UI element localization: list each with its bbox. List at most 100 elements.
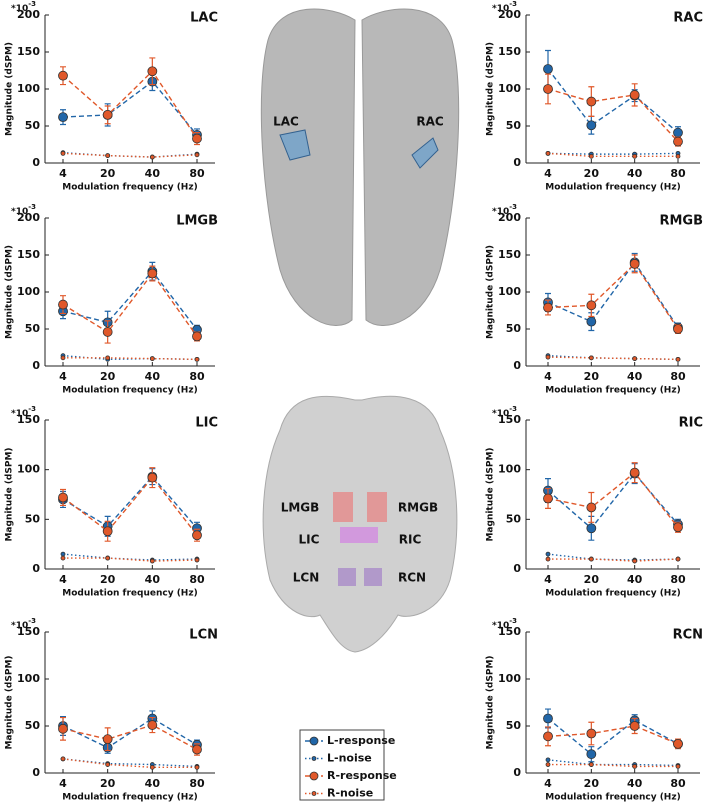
data-point	[586, 300, 597, 311]
data-point	[629, 467, 640, 478]
ic-region	[340, 527, 378, 543]
x-tick-label: 4	[59, 370, 67, 383]
brain-label: LAC	[273, 115, 299, 129]
data-point	[588, 355, 594, 361]
series-line	[62, 758, 198, 768]
series-line	[547, 759, 679, 767]
y-scale-exponent: -3	[509, 617, 517, 625]
x-tick-label: 40	[145, 573, 161, 586]
series-line	[547, 725, 679, 745]
x-axis-label: Modulation frequency (Hz)	[545, 793, 680, 803]
y-tick-label: 50	[25, 512, 41, 525]
x-tick-label: 80	[189, 167, 205, 180]
chart-title: RAC	[673, 11, 703, 26]
y-tick-label: 50	[25, 719, 41, 732]
x-tick-label: 20	[584, 167, 600, 180]
lac-region	[279, 129, 311, 161]
y-axis-label: Magnitude (dSPM)	[486, 245, 496, 339]
series-line	[62, 553, 198, 561]
x-axis-label: Modulation frequency (Hz)	[545, 589, 680, 599]
data-point	[105, 153, 111, 159]
x-tick-label: 4	[544, 167, 552, 180]
data-point	[147, 268, 158, 279]
y-tick-label: 150	[17, 248, 40, 261]
data-point	[58, 112, 68, 123]
data-point	[147, 472, 158, 483]
y-tick-label: 150	[17, 45, 40, 58]
chart-panel: 0 50 100 150 4 20 40 80 Modulation frequency (Hz…	[5, 405, 219, 599]
series-line	[62, 80, 198, 136]
y-scale-exponent: -3	[509, 405, 517, 413]
x-tick-label: 40	[627, 370, 643, 383]
y-scale: *10-3	[492, 405, 517, 419]
data-point	[545, 354, 551, 360]
data-point	[632, 764, 638, 769]
y-scale: *10-3	[492, 617, 517, 631]
y-axis-label: Magnitude (dSPM)	[486, 655, 496, 749]
y-axis-label: Magnitude (dSPM)	[5, 447, 15, 541]
data-point	[543, 302, 553, 313]
data-point	[147, 720, 158, 730]
y-scale: *10-3	[11, 405, 36, 419]
data-point	[105, 355, 111, 361]
data-point	[194, 764, 200, 770]
y-tick-label: 0	[513, 766, 521, 779]
data-point	[102, 110, 113, 120]
y-tick-label: 0	[32, 359, 40, 372]
data-point	[58, 723, 68, 734]
data-point	[588, 762, 594, 767]
series-line	[547, 262, 679, 330]
series-line	[547, 717, 679, 756]
y-scale-base: *10	[492, 207, 509, 217]
y-tick-label: 50	[25, 322, 41, 335]
x-tick-label: 4	[59, 573, 67, 586]
y-scale-base: *10	[492, 621, 509, 631]
x-tick-label: 80	[189, 777, 205, 790]
data-point	[60, 150, 66, 156]
right-hemisphere	[361, 8, 460, 326]
data-point	[543, 64, 553, 74]
y-scale: *10-3	[492, 0, 517, 14]
x-tick-label: 20	[100, 777, 116, 790]
brain-label: LCN	[293, 571, 320, 585]
brain-label: RAC	[416, 115, 444, 129]
y-scale-exponent: -3	[28, 203, 36, 211]
y-tick-label: 0	[32, 766, 40, 779]
rmgb-region	[367, 492, 387, 522]
y-scale-base: *10	[492, 409, 509, 419]
data-point	[192, 331, 202, 342]
brain-top: LAC RAC	[260, 8, 460, 326]
data-point	[629, 721, 640, 731]
y-tick-label: 50	[506, 322, 522, 335]
y-tick-label: 0	[513, 359, 521, 372]
chart-panel: 0 50 100 150 200 4 20 40 80 Modulation frequency …	[486, 0, 704, 193]
brain-bottom: LMGB RMGB LIC RIC LCN RCN	[262, 395, 458, 653]
y-tick-label: 200	[17, 8, 40, 21]
series-line	[63, 557, 198, 562]
chart-title: RCN	[673, 628, 703, 643]
data-point	[60, 355, 66, 361]
data-point	[588, 556, 594, 562]
series-line	[547, 88, 679, 143]
series-line	[62, 717, 198, 749]
series-line	[547, 356, 679, 361]
series-line	[63, 357, 198, 361]
data-point	[673, 324, 683, 334]
data-point	[545, 757, 551, 763]
data-point	[629, 258, 640, 269]
brain-label: RCN	[398, 571, 426, 585]
x-tick-label: 20	[100, 167, 116, 180]
data-point	[60, 555, 66, 561]
chart-title: LCN	[189, 628, 218, 643]
series-line	[62, 476, 198, 536]
y-tick-label: 200	[498, 8, 521, 21]
chart-title: LAC	[190, 11, 218, 26]
y-tick-label: 50	[506, 119, 522, 132]
lmgb-region	[333, 492, 353, 522]
y-scale: *10-3	[492, 203, 517, 217]
data-point	[545, 150, 551, 156]
data-point	[675, 356, 681, 362]
y-scale-exponent: -3	[509, 203, 517, 211]
y-tick-label: 100	[498, 82, 521, 95]
